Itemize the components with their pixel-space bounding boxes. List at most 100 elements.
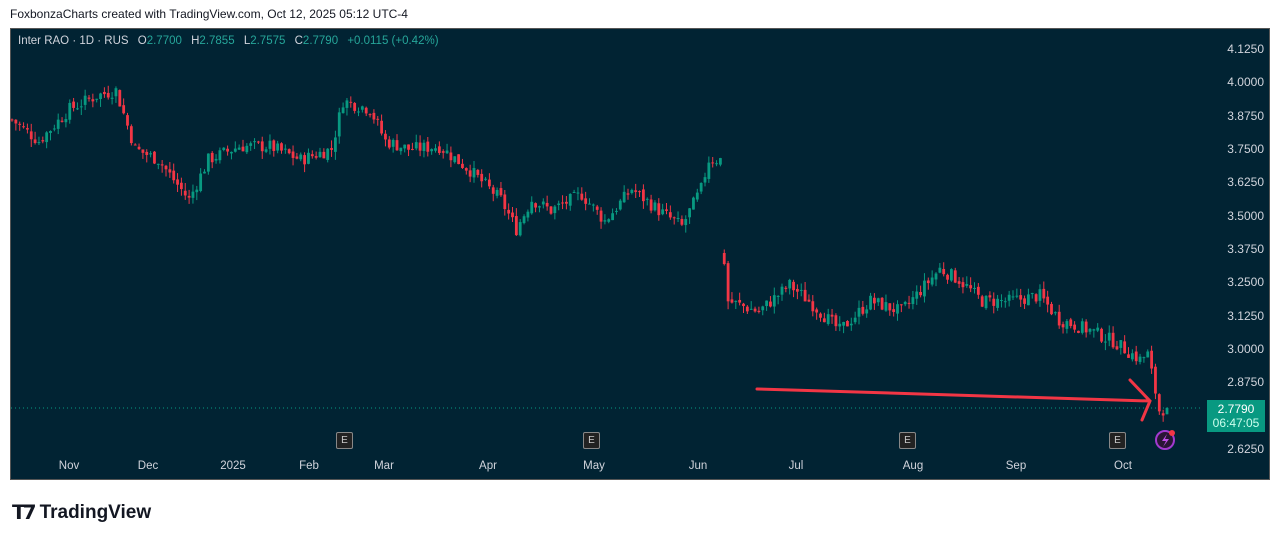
lightning-icon[interactable]	[1155, 430, 1175, 450]
candle-body	[1142, 357, 1146, 359]
candle-body	[649, 199, 653, 211]
candle-body	[903, 301, 907, 305]
candle-body	[765, 300, 768, 307]
price-label: 3.3750	[1227, 242, 1264, 256]
earnings-marker[interactable]: E	[1109, 432, 1126, 449]
candle-body	[611, 213, 614, 221]
candle-body	[957, 281, 961, 284]
candle-body	[1088, 328, 1092, 332]
candle-body	[295, 156, 299, 159]
candle-body	[214, 158, 218, 161]
candle-body	[1165, 407, 1169, 415]
high-value: 2.7855	[199, 35, 235, 47]
time-label: Oct	[1114, 460, 1132, 472]
candle-body	[549, 206, 553, 214]
candle-body	[52, 128, 56, 130]
arrow-annotation[interactable]	[755, 378, 1152, 422]
price-axis[interactable]: 4.1250 4.0000 3.8750 3.7500 3.6250 3.5000 3.37…	[1201, 28, 1270, 480]
candle-body	[426, 141, 430, 152]
candle-body	[164, 165, 168, 170]
candle-body	[260, 141, 264, 152]
candle-body	[526, 211, 530, 218]
candle-body	[253, 141, 256, 143]
candle-body	[291, 151, 295, 158]
candle-body	[953, 270, 957, 283]
candle-body	[796, 288, 799, 292]
candle-body	[268, 140, 272, 149]
candle-body	[237, 147, 241, 150]
candle-body	[1000, 299, 1003, 301]
candle-body	[761, 306, 765, 311]
candle-body	[861, 306, 865, 314]
candle-body	[634, 190, 638, 192]
candle-body	[1027, 294, 1030, 306]
candle-body	[1134, 351, 1138, 362]
candle-body	[676, 218, 680, 220]
candle-body	[1130, 353, 1134, 360]
candle-body	[869, 295, 872, 310]
earnings-marker[interactable]: E	[336, 432, 353, 449]
candle-body	[110, 97, 114, 99]
candle-body	[10, 119, 14, 121]
candle-body	[76, 108, 79, 110]
brand-name: TradingView	[39, 501, 152, 523]
candle-body	[257, 141, 260, 143]
candle-body	[503, 194, 507, 210]
candle-body	[395, 140, 399, 151]
candle-body	[364, 107, 368, 114]
candle-body	[118, 90, 122, 107]
candle-body	[599, 210, 603, 222]
candle-body	[603, 220, 607, 222]
candle-body	[661, 209, 665, 215]
candle-body	[176, 179, 179, 185]
candle-body	[41, 140, 45, 142]
candle-body	[360, 106, 364, 110]
candle-body	[842, 322, 845, 326]
candle-body	[565, 201, 568, 204]
candle-body	[64, 119, 68, 123]
candle-body	[310, 154, 314, 157]
candle-body	[815, 309, 819, 313]
candle-body	[1107, 332, 1111, 341]
candle-body	[672, 217, 676, 219]
candle-body	[518, 222, 522, 236]
candle-body	[349, 101, 353, 103]
candle-body	[630, 189, 634, 193]
candle-body	[769, 301, 772, 307]
candle-body	[445, 150, 449, 154]
candle-body	[857, 307, 861, 317]
time-label: Dec	[137, 460, 159, 472]
price-label: 2.8750	[1227, 375, 1264, 390]
candle-body	[792, 281, 795, 291]
time-label: Nov	[58, 460, 80, 472]
candle-body	[511, 212, 514, 218]
candle-body	[33, 139, 37, 144]
candle-body	[1061, 324, 1065, 328]
tradingview-logo[interactable]: 𝗧𝟳 TradingView	[12, 500, 151, 525]
candle-body	[822, 318, 826, 323]
candle-body	[826, 314, 830, 324]
candle-body	[711, 162, 715, 164]
candle-body	[226, 148, 229, 152]
candle-body	[830, 314, 834, 317]
time-label: Sep	[1005, 460, 1027, 472]
candle-body	[545, 202, 549, 207]
candle-body	[1003, 301, 1007, 303]
close-label: C	[294, 35, 303, 47]
candle-body	[538, 206, 541, 208]
candle-body	[896, 304, 899, 314]
candle-body	[472, 168, 476, 178]
low-value: 2.7575	[250, 35, 286, 47]
earnings-marker[interactable]: E	[583, 432, 600, 449]
candle-body	[530, 201, 534, 214]
candle-body	[129, 126, 133, 144]
earnings-marker[interactable]: E	[899, 432, 916, 449]
candle-body	[618, 200, 622, 210]
price-label: 3.5000	[1227, 208, 1264, 223]
last-price-tag: 2.7790 06:47:05	[1207, 400, 1265, 432]
candle-body	[49, 130, 52, 133]
candle-body	[210, 152, 214, 163]
candle-body	[437, 146, 441, 153]
chart-panel[interactable]	[10, 28, 1270, 480]
